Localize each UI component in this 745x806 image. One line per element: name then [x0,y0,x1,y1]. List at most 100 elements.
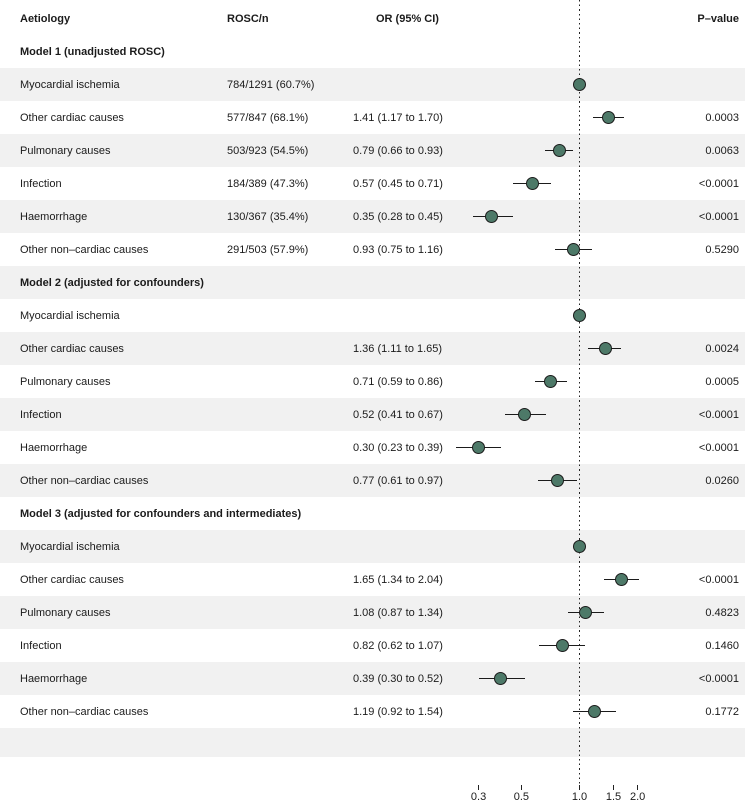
x-axis-tick-label: 2.0 [629,791,646,803]
or-ci-value: 1.36 (1.11 to 1.65) [353,342,443,355]
col-header-aetiology: Aetiology [20,12,71,25]
p-value: <0.0001 [698,573,739,586]
reference-line [578,0,581,788]
or-point-marker [573,78,586,91]
table-row: Other cardiac causes 577/847 (68.1%) 1.41 … [0,101,745,134]
rosc-value: 291/503 (57.9%) [227,243,309,256]
table-row: Infection 0.82 (0.62 to 1.07) 0.1460 [0,629,745,662]
or-point-marker [485,210,498,223]
table-row: Haemorrhage 0.30 (0.23 to 0.39) <0.0001 [0,431,745,464]
table-row: Other cardiac causes 1.65 (1.34 to 2.04) <… [0,563,745,596]
or-point-marker [494,672,508,685]
table-row: Myocardial ischemia [0,299,745,332]
section-header-row: Model 2 (adjusted for confounders) [0,266,745,299]
aetiology-label: Haemorrhage [20,672,88,685]
table-row: Other non–cardiac causes 1.19 (0.92 to 1.… [0,695,745,728]
or-point-marker [518,408,532,421]
or-point-marker [566,243,580,256]
p-value: <0.0001 [698,177,739,190]
aetiology-label: Other cardiac causes [20,573,124,586]
p-value: <0.0001 [698,210,739,223]
section-header-row: Model 1 (unadjusted ROSC) [0,35,745,68]
column-header-row: Aetiology ROSC/n OR (95% CI) P–value [0,2,745,35]
aetiology-label: Pulmonary causes [20,606,111,619]
x-axis-tick [520,785,522,790]
or-point-marker [556,639,570,652]
aetiology-label: Myocardial ischemia [20,540,120,553]
p-value: 0.0063 [705,144,739,157]
aetiology-label: Other cardiac causes [20,342,124,355]
aetiology-label: Myocardial ischemia [20,78,120,91]
aetiology-label: Other non–cardiac causes [20,243,149,256]
table-row: Pulmonary causes 0.71 (0.59 to 0.86) 0.000… [0,365,745,398]
or-point-marker [553,144,567,157]
or-point-marker [598,342,612,355]
rosc-value: 130/367 (35.4%) [227,210,309,223]
aetiology-label: Other non–cardiac causes [20,474,149,487]
or-ci-value: 0.57 (0.45 to 0.71) [353,177,443,190]
spacer-row [0,728,745,757]
table-row: Other non–cardiac causes 0.77 (0.61 to 0.… [0,464,745,497]
aetiology-label: Pulmonary causes [20,144,111,157]
or-point-marker [579,606,593,619]
or-ci-value: 0.39 (0.30 to 0.52) [353,672,443,685]
aetiology-label: Myocardial ischemia [20,309,120,322]
table-row: Pulmonary causes 1.08 (0.87 to 1.34) 0.482… [0,596,745,629]
or-point-marker [573,309,586,322]
p-value: 0.0005 [705,375,739,388]
or-point-marker [601,111,615,124]
aetiology-label: Infection [20,639,62,652]
table-row: Myocardial ischemia [0,530,745,563]
or-point-marker [614,573,628,586]
p-value: <0.0001 [698,441,739,454]
p-value: <0.0001 [698,672,739,685]
x-axis-tick [612,785,614,790]
p-value: 0.0003 [705,111,739,124]
p-value: 0.5290 [705,243,739,256]
aetiology-label: Infection [20,408,62,421]
or-ci-value: 1.19 (0.92 to 1.54) [353,705,443,718]
or-ci-value: 0.71 (0.59 to 0.86) [353,375,443,388]
p-value: <0.0001 [698,408,739,421]
table-row: Haemorrhage 0.39 (0.30 to 0.52) <0.0001 [0,662,745,695]
or-point-marker [525,177,539,190]
rosc-value: 577/847 (68.1%) [227,111,309,124]
aetiology-label: Haemorrhage [20,441,88,454]
x-axis-tick-label: 0.5 [513,791,530,803]
p-value: 0.1772 [705,705,739,718]
p-value: 0.0024 [705,342,739,355]
x-axis-tick-label: 0.3 [470,791,487,803]
p-value: 0.0260 [705,474,739,487]
or-ci-value: 1.08 (0.87 to 1.34) [353,606,443,619]
col-header-or: OR (95% CI) [376,12,439,25]
table-row: Other non–cardiac causes 291/503 (57.9%) 0… [0,233,745,266]
col-header-rosc: ROSC/n [227,12,269,25]
aetiology-label: Infection [20,177,62,190]
p-value: 0.4823 [705,606,739,619]
or-ci-value: 0.93 (0.75 to 1.16) [353,243,443,256]
x-axis-tick-label: 1.5 [605,791,622,803]
aetiology-label: Other cardiac causes [20,111,124,124]
or-ci-value: 0.82 (0.62 to 1.07) [353,639,443,652]
section-title: Model 2 (adjusted for confounders) [20,276,204,289]
table-row: Infection 184/389 (47.3%) 0.57 (0.45 to 0.… [0,167,745,200]
table-row: Other cardiac causes 1.36 (1.11 to 1.65) 0… [0,332,745,365]
rosc-value: 503/923 (54.5%) [227,144,309,157]
or-point-marker [587,705,601,718]
or-ci-value: 0.79 (0.66 to 0.93) [353,144,443,157]
x-axis-tick [478,785,480,790]
table-row: Myocardial ischemia 784/1291 (60.7%) [0,68,745,101]
table-row: Infection 0.52 (0.41 to 0.67) <0.0001 [0,398,745,431]
or-ci-value: 0.52 (0.41 to 0.67) [353,408,443,421]
or-ci-value: 0.30 (0.23 to 0.39) [353,441,443,454]
or-ci-value: 1.65 (1.34 to 2.04) [353,573,443,586]
x-axis-tick [579,785,580,790]
or-ci-value: 1.41 (1.17 to 1.70) [353,111,443,124]
p-value: 0.1460 [705,639,739,652]
table-row: Haemorrhage 130/367 (35.4%) 0.35 (0.28 to … [0,200,745,233]
or-point-marker [472,441,486,454]
table-row: Pulmonary causes 503/923 (54.5%) 0.79 (0.6… [0,134,745,167]
section-title: Model 3 (adjusted for confounders and in… [20,507,302,520]
aetiology-label: Other non–cardiac causes [20,705,149,718]
